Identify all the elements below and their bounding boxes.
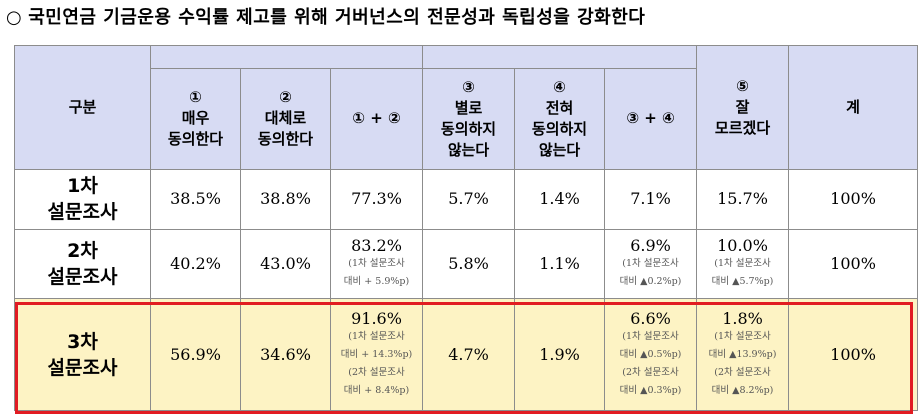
cell-c34-note: 대비 ▲0.2%p) (619, 276, 682, 288)
header-c12: ① + ② (329, 68, 424, 170)
header-c34: ③ + ④ (604, 68, 698, 170)
header-c4-line3: 않는다 (538, 140, 581, 159)
row-label-line2: 설문조사 (47, 266, 118, 289)
header-row-top: 구분 ⑤ 잘 모르겠다 계 (14, 44, 919, 170)
cell-c12-note: (1차 설문조사 (348, 258, 405, 270)
cell-c34-note: (1차 설문조사 (622, 330, 679, 342)
cell-c34-note: (1차 설문조사 (622, 258, 679, 270)
header-c3: ③ 별로 동의하지 않는다 (422, 68, 516, 170)
header-total: 계 (788, 45, 919, 170)
cell-c3: 4.7% (422, 298, 516, 411)
row-label-line1: 2차 (67, 240, 98, 263)
header-c5-line1: 잘 (735, 97, 750, 116)
row-label-line1: 3차 (67, 330, 98, 353)
cell-c5-value: 1.8% (722, 308, 763, 328)
table-row: 2차 설문조사 40.2% 43.0% 83.2% (1차 설문조사 대비 + … (14, 228, 919, 300)
cell-c12: 83.2% (1차 설문조사 대비 + 5.9%p) (329, 228, 424, 300)
cell-c5: 1.8% (1차 설문조사 대비 ▲13.9%p) (2차 설문조사 대비 ▲8… (696, 298, 790, 411)
cell-c34-value: 7.1% (630, 189, 671, 209)
header-c2-line2: 동의한다 (257, 130, 314, 149)
cell-c12-note: (2차 설문조사 (348, 366, 405, 378)
row-label: 3차 설문조사 (14, 298, 151, 411)
cell-c34: 6.6% (1차 설문조사 대비 ▲0.5%p) (2차 설문조사 대비 ▲0.… (604, 298, 698, 411)
header-c4-line1: 전혀 (545, 98, 574, 117)
cell-c34-value: 6.6% (630, 308, 671, 328)
survey-table: 구분 ⑤ 잘 모르겠다 계 ① 매우 동의한다 ② 대체로 동의한다 ① + ②… (14, 44, 919, 411)
cell-c5-note: (1차 설문조사 (714, 330, 771, 342)
cell-c5: 15.7% (696, 168, 790, 231)
cell-c5: 10.0% (1차 설문조사 대비 ▲5.7%p) (696, 228, 790, 300)
cell-c34: 7.1% (604, 168, 698, 231)
header-agree-group (149, 44, 424, 70)
cell-c34: 6.9% (1차 설문조사 대비 ▲0.2%p) (604, 228, 698, 300)
row-label-line1: 1차 (67, 175, 98, 198)
cell-c4: 1.1% (514, 228, 606, 300)
header-c2-line1: 대체로 (264, 109, 307, 128)
cell-c1: 40.2% (150, 228, 241, 300)
cell-c5-note: 대비 ▲13.9%p) (708, 348, 777, 360)
header-c3-line1: 별로 (454, 98, 483, 117)
page-title: ○ 국민연금 기금운용 수익률 제고를 위해 거버넌스의 전문성과 독립성을 강화… (6, 4, 645, 32)
header-c3-num: ③ (462, 77, 475, 96)
cell-c34-value: 6.9% (630, 236, 671, 256)
header-group: 구분 (14, 45, 151, 170)
title-text: 국민연금 기금운용 수익률 제고를 위해 거버넌스의 전문성과 독립성을 강화한… (28, 7, 646, 28)
row-label: 1차 설문조사 (14, 168, 151, 231)
cell-c5-note: (2차 설문조사 (714, 366, 771, 378)
header-c2: ② 대체로 동의한다 (240, 68, 331, 170)
cell-c12-note: 대비 + 5.9%p) (343, 276, 410, 288)
cell-c5-value: 10.0% (717, 236, 768, 256)
header-c5-num: ⑤ (736, 76, 749, 95)
cell-total: 100% (788, 228, 919, 300)
cell-c12-value: 83.2% (351, 236, 402, 256)
header-c4-line2: 동의하지 (531, 119, 588, 138)
cell-c12-note: (1차 설문조사 (348, 330, 405, 342)
cell-c12-value: 91.6% (351, 308, 402, 328)
header-c1-line2: 동의한다 (167, 130, 224, 149)
cell-c1: 56.9% (150, 298, 241, 411)
cell-c2: 43.0% (240, 228, 331, 300)
cell-c3: 5.8% (422, 228, 516, 300)
header-row-bottom: ① 매우 동의한다 ② 대체로 동의한다 ① + ② ③ 별로 동의하지 않는다… (15, 68, 918, 170)
table-row-highlighted: 3차 설문조사 56.9% 34.6% 91.6% (1차 설문조사 대비 + … (14, 298, 919, 411)
cell-c12: 77.3% (329, 168, 424, 231)
row-label-line2: 설문조사 (47, 201, 118, 224)
cell-c5-note: 대비 ▲5.7%p) (711, 276, 774, 288)
cell-c2: 34.6% (240, 298, 331, 411)
cell-c34-note: 대비 ▲0.3%p) (619, 384, 682, 396)
header-c2-num: ② (279, 88, 292, 107)
cell-c34-note: 대비 ▲0.5%p) (619, 348, 682, 360)
cell-c12-value: 77.3% (351, 189, 402, 209)
header-c1-num: ① (189, 88, 202, 107)
row-label-line2: 설문조사 (47, 356, 118, 379)
cell-total: 100% (788, 298, 919, 411)
title-bullet: ○ (6, 7, 23, 28)
cell-c1: 38.5% (150, 168, 241, 231)
header-disagree-group (422, 44, 698, 70)
cell-c12-note: 대비 + 14.3%p) (340, 348, 413, 360)
header-c4-num: ④ (553, 77, 566, 96)
header-c3-line2: 동의하지 (440, 119, 497, 138)
header-c1-line1: 매우 (181, 109, 210, 128)
cell-c5-note: 대비 ▲8.2%p) (711, 384, 774, 396)
cell-c5-value: 15.7% (717, 189, 768, 209)
header-c5-line2: 모르겠다 (714, 118, 771, 137)
cell-c4: 1.4% (514, 168, 606, 231)
cell-c5-note: (1차 설문조사 (714, 258, 771, 270)
cell-c3: 5.7% (422, 168, 516, 231)
cell-c12: 91.6% (1차 설문조사 대비 + 14.3%p) (2차 설문조사 대비 … (329, 298, 424, 411)
header-c5: ⑤ 잘 모르겠다 (696, 45, 790, 170)
header-c4: ④ 전혀 동의하지 않는다 (514, 68, 606, 170)
row-label: 2차 설문조사 (14, 228, 151, 300)
cell-c34-note: (2차 설문조사 (622, 366, 679, 378)
cell-total: 100% (788, 168, 919, 231)
cell-c12-note: 대비 + 8.4%p) (343, 384, 410, 396)
cell-c2: 38.8% (240, 168, 331, 231)
header-c3-line3: 않는다 (447, 140, 490, 159)
cell-c4: 1.9% (514, 298, 606, 411)
header-c1: ① 매우 동의한다 (150, 68, 241, 170)
table-row: 1차 설문조사 38.5% 38.8% 77.3% 5.7% 1.4% 7.1%… (14, 168, 919, 231)
